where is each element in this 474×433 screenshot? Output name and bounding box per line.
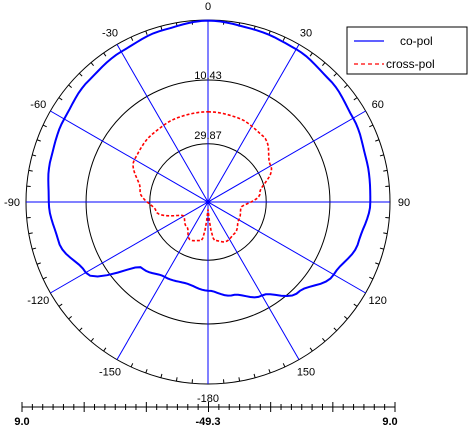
outer-tick-170 — [238, 377, 241, 382]
outer-tick-155 — [282, 363, 286, 368]
outer-tick-230 — [68, 316, 72, 320]
angle-tick-labels: 0 30 60 90 120 150 -180 -150 -120 -90 -60 -30 — [4, 1, 410, 405]
outer-tick-255 — [32, 247, 37, 250]
legend-label-co-pol: co-pol — [400, 34, 433, 48]
outer-tick-195 — [160, 373, 163, 378]
angle-label-30: 30 — [300, 27, 312, 39]
outer-tick-305 — [58, 97, 63, 101]
outer-tick-335 — [130, 36, 134, 41]
outer-tick-145 — [309, 347, 313, 352]
outer-tick-310 — [68, 84, 72, 88]
radial-scale-label-center: -49.3 — [195, 416, 220, 428]
outer-tick-80 — [383, 169, 388, 172]
outer-tick-325 — [103, 52, 107, 57]
outer-tick-205 — [130, 363, 134, 368]
outer-tick-35 — [309, 52, 313, 57]
angle-label-neg90: -90 — [4, 197, 20, 209]
outer-tick-220 — [90, 338, 94, 342]
ring-label-inner-2: 29.87 — [194, 130, 222, 142]
outer-tick-200 — [145, 369, 148, 374]
series-line-cross-pol — [132, 110, 273, 243]
angle-label-150: 150 — [297, 367, 315, 379]
legend: co-pol cross-pol — [346, 26, 468, 75]
angle-label-90: 90 — [398, 197, 410, 209]
outer-tick-345 — [160, 26, 163, 31]
radial-scale-axis: 9.0 -49.3 9.0 — [14, 402, 398, 428]
outer-tick-70 — [375, 139, 380, 142]
outer-tick-295 — [42, 124, 47, 128]
outer-tick-260 — [28, 232, 33, 235]
angle-label-0: 0 — [205, 1, 211, 13]
outer-tick-290 — [36, 139, 41, 142]
series-layer — [47, 19, 372, 299]
outer-tick-190 — [175, 377, 178, 382]
outer-tick-285 — [32, 154, 37, 157]
legend-box — [346, 26, 468, 75]
angle-label-neg180: -180 — [197, 393, 219, 405]
outer-tick-215 — [103, 347, 107, 352]
legend-label-cross-pol: cross-pol — [386, 57, 435, 71]
angular-grid-spokes — [26, 20, 390, 384]
series-line-co-pol — [47, 19, 372, 299]
outer-tick-75 — [379, 154, 384, 157]
outer-tick-135 — [333, 327, 338, 332]
outer-tick-245 — [42, 276, 47, 280]
outer-tick-160 — [268, 369, 271, 374]
angle-label-neg60: -60 — [30, 99, 46, 111]
outer-tick-40 — [322, 62, 326, 66]
angle-label-neg120: -120 — [27, 295, 49, 307]
outer-tick-165 — [253, 373, 256, 378]
outer-tick-315 — [78, 72, 83, 77]
angle-label-120: 120 — [369, 295, 387, 307]
outer-tick-110 — [375, 262, 380, 265]
outer-tick-225 — [78, 327, 83, 332]
outer-tick-280 — [28, 169, 33, 172]
outer-tick-320 — [90, 62, 94, 66]
outer-tick-105 — [379, 247, 384, 250]
radial-scale-label-right: 9.0 — [382, 416, 397, 428]
outer-tick-25 — [282, 36, 286, 41]
outer-tick-340 — [145, 30, 148, 35]
outer-tick-115 — [369, 276, 374, 280]
outer-tick-140 — [322, 338, 326, 342]
outer-tick-125 — [353, 303, 358, 307]
angle-label-neg150: -150 — [99, 367, 121, 379]
angle-label-60: 60 — [372, 99, 384, 111]
angle-label-neg30: -30 — [102, 27, 118, 39]
ring-label-inner-1: 10.43 — [194, 70, 222, 82]
radial-scale-ticks — [21, 402, 396, 412]
outer-tick-250 — [36, 262, 41, 265]
radial-scale-label-left: 9.0 — [14, 416, 29, 428]
outer-tick-45 — [333, 72, 338, 77]
outer-tick-100 — [383, 232, 388, 235]
outer-tick-130 — [344, 316, 348, 320]
outer-tick-235 — [58, 303, 63, 307]
grid-spoke-150 — [116, 44, 300, 360]
outer-tick-55 — [353, 97, 358, 101]
outer-tick-65 — [369, 124, 374, 128]
outer-tick-50 — [344, 84, 348, 88]
